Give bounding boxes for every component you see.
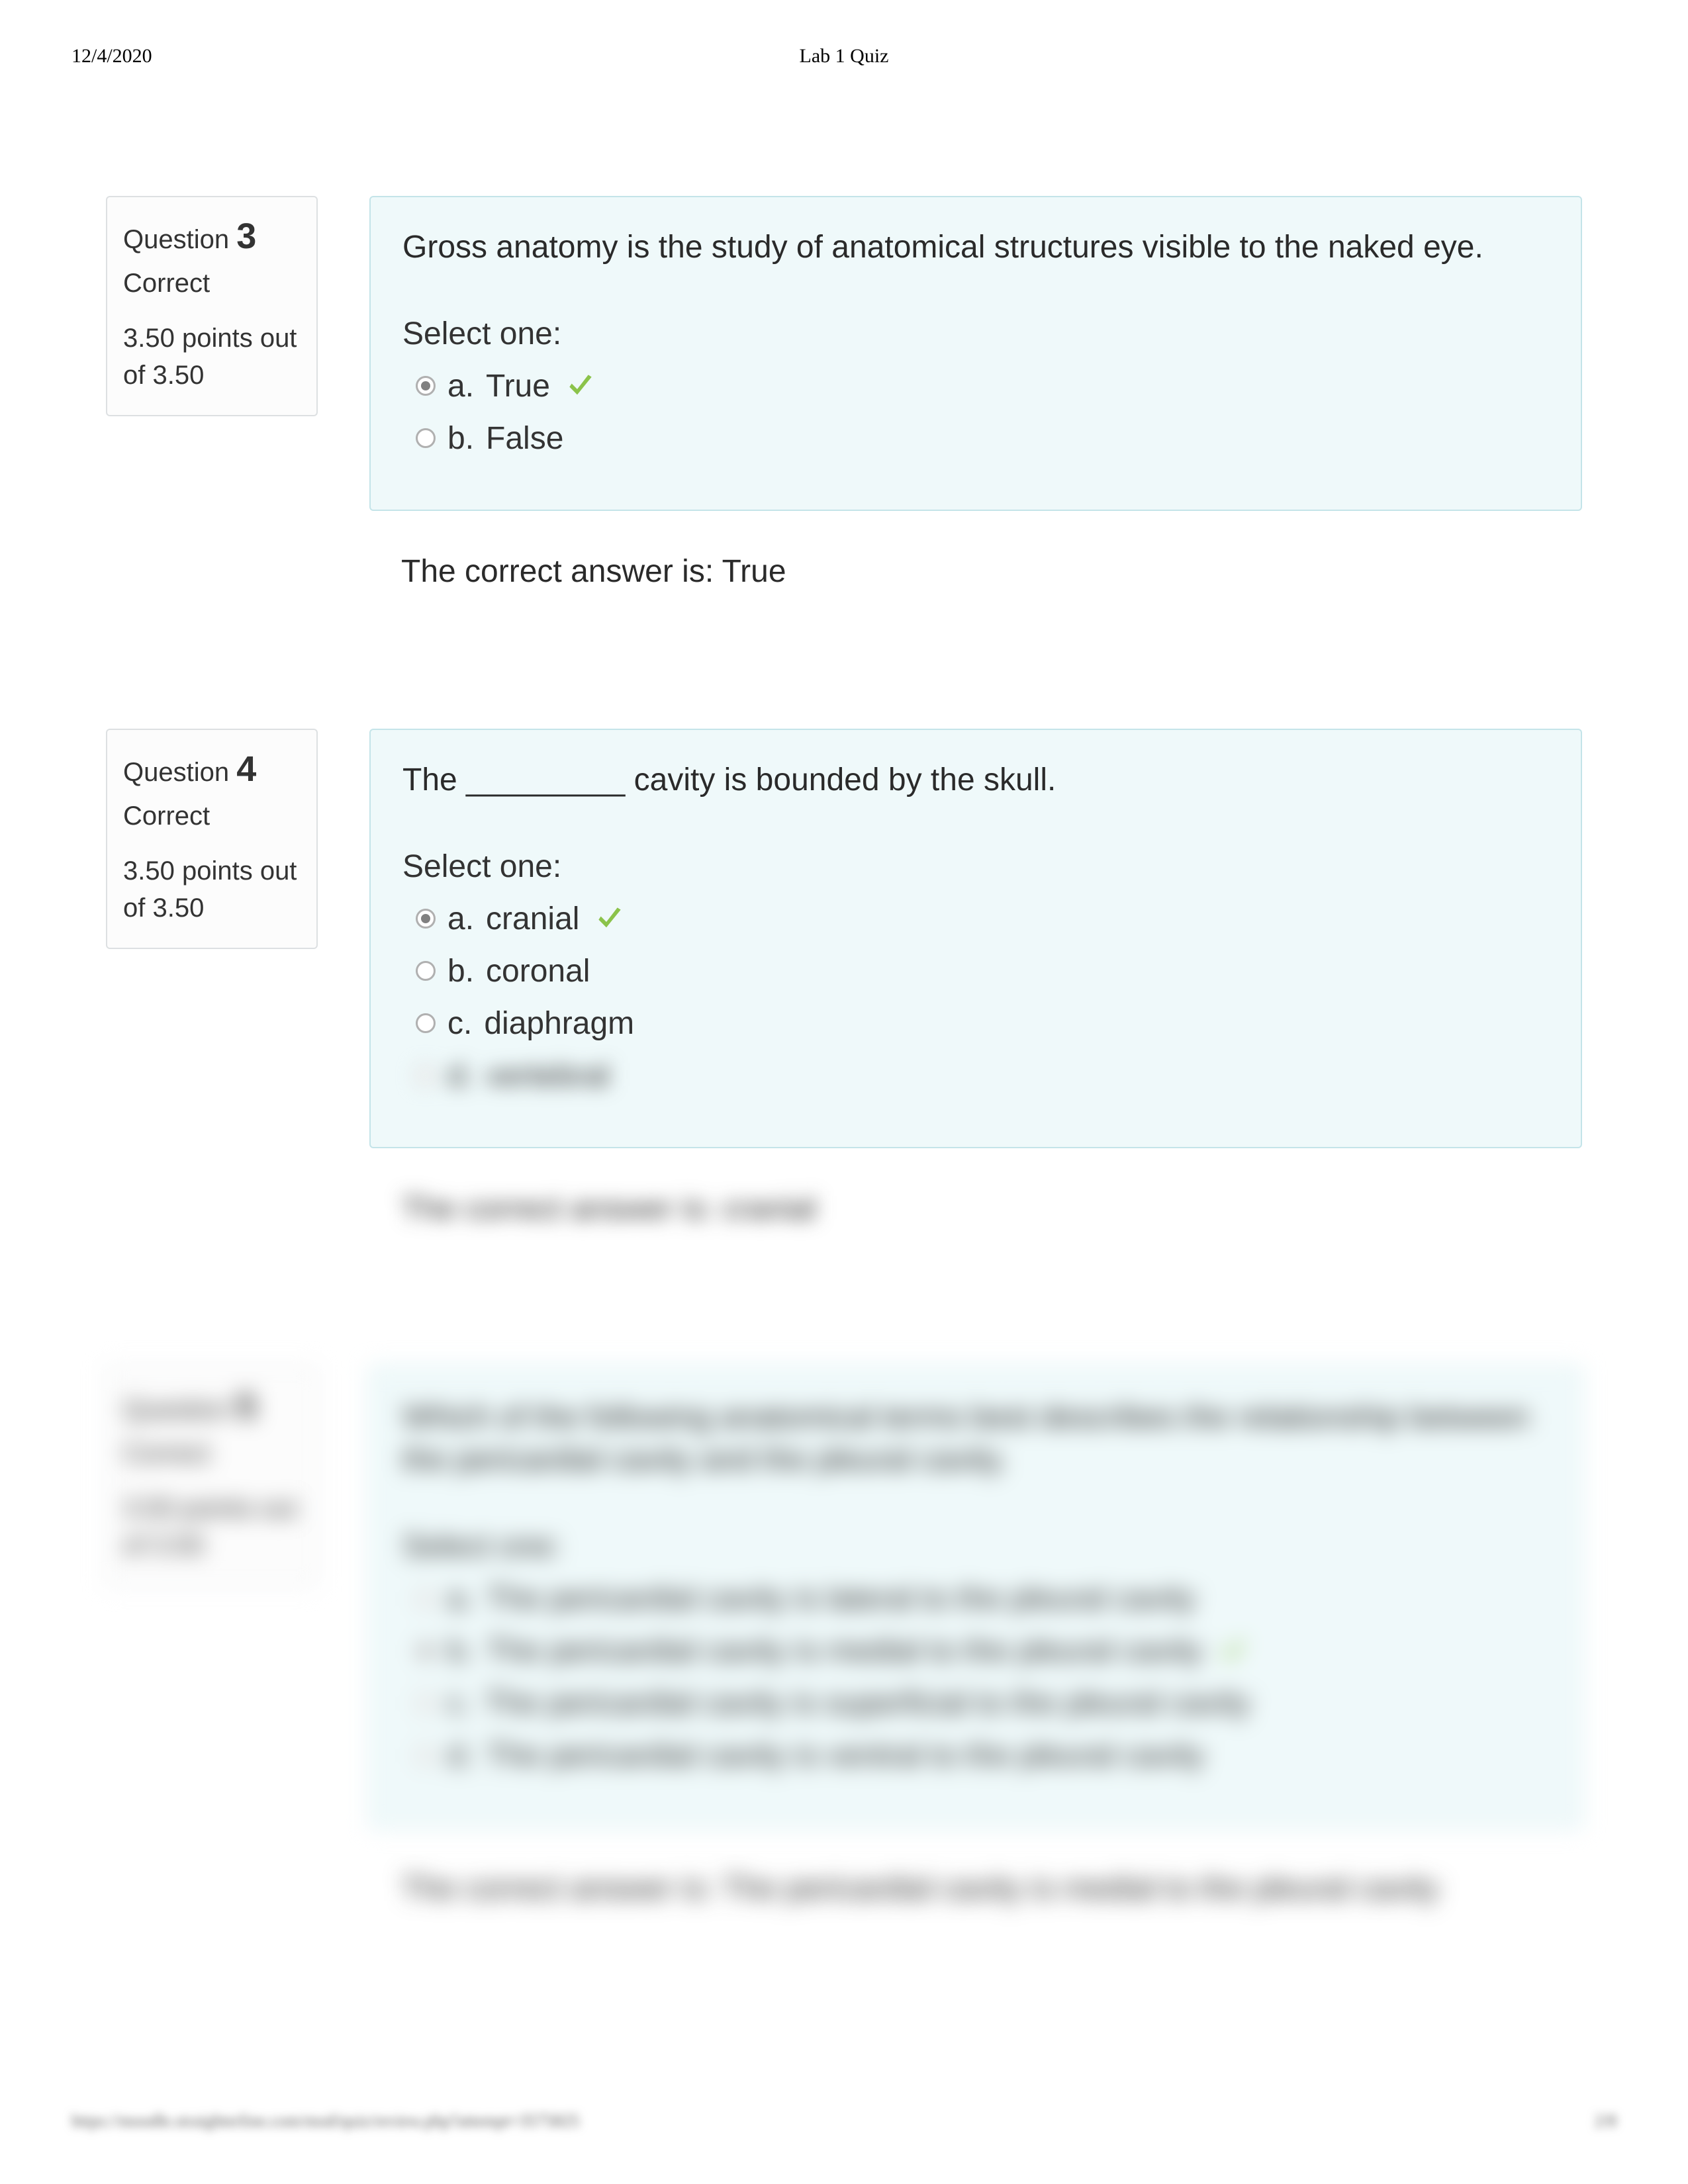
check-icon	[1220, 1638, 1246, 1664]
option-letter: b.	[447, 953, 474, 989]
radio-icon[interactable]	[416, 376, 436, 396]
question-state: Correct	[123, 1439, 301, 1469]
question-card: Which of the following anatomical terms …	[369, 1366, 1582, 1829]
quiz-content: Question 3 Correct 3.50 points out of 3.…	[106, 196, 1582, 2046]
question-number: 5	[236, 1387, 256, 1426]
print-footer: https://moodle.straighterline.com/mod/qu…	[71, 2111, 1617, 2131]
option-text: False	[486, 420, 563, 457]
option-letter: c.	[447, 1685, 472, 1721]
options-list: a. cranial b. coronal c. diap	[402, 901, 1549, 1094]
option-letter: d.	[447, 1058, 474, 1094]
option-row[interactable]: d. vertebral	[416, 1058, 1549, 1094]
correct-answer: The correct answer is: True	[369, 553, 1582, 590]
option-text: diaphragm	[484, 1005, 634, 1042]
check-icon	[596, 905, 623, 932]
question-body: The _________ cavity is bounded by the s…	[369, 729, 1582, 1227]
radio-icon[interactable]	[416, 909, 436, 929]
option-row[interactable]: c. diaphragm	[416, 1005, 1549, 1042]
radio-icon[interactable]	[416, 1066, 436, 1085]
option-letter: a.	[447, 368, 474, 404]
option-row[interactable]: a. True	[416, 368, 1549, 404]
question-state: Correct	[123, 269, 301, 298]
question-number: 3	[236, 216, 256, 256]
option-text: cranial	[486, 901, 579, 937]
question-info-card: Question 4 Correct 3.50 points out of 3.…	[106, 729, 318, 949]
question-info-card: Question 5 Correct 3.50 points out of 3.…	[106, 1366, 318, 1586]
question-points: 3.50 points out of 3.50	[123, 1490, 301, 1564]
option-letter: c.	[447, 1005, 472, 1042]
option-letter: b.	[447, 1633, 474, 1669]
check-icon	[567, 373, 594, 399]
radio-icon[interactable]	[416, 1641, 436, 1661]
option-row[interactable]: b. The pericardial cavity is medial to t…	[416, 1633, 1549, 1669]
print-title: Lab 1 Quiz	[0, 45, 1688, 68]
option-letter: b.	[447, 420, 474, 457]
footer-page: 2/8	[1595, 2111, 1617, 2131]
question-block: Question 3 Correct 3.50 points out of 3.…	[106, 196, 1582, 590]
option-text: The pericardial cavity is superficial to…	[484, 1685, 1250, 1721]
radio-icon[interactable]	[416, 428, 436, 448]
select-one-label: Select one:	[402, 316, 1549, 352]
radio-icon[interactable]	[416, 1013, 436, 1033]
option-row[interactable]: c. The pericardial cavity is superficial…	[416, 1685, 1549, 1721]
option-text: vertebral	[486, 1058, 610, 1094]
correct-answer: The correct answer is: cranial	[369, 1191, 1582, 1227]
option-letter: a.	[447, 1580, 474, 1617]
option-row[interactable]: d. The pericardial cavity is ventral to …	[416, 1737, 1549, 1774]
question-label: Question	[123, 758, 229, 787]
question-points: 3.50 points out of 3.50	[123, 320, 301, 394]
select-one-label: Select one:	[402, 1528, 1549, 1565]
option-letter: d.	[447, 1737, 474, 1774]
radio-icon[interactable]	[416, 1746, 436, 1766]
question-label: Question	[123, 225, 229, 254]
question-prompt: Which of the following anatomical terms …	[402, 1396, 1549, 1482]
correct-answer: The correct answer is: The pericardial c…	[369, 1870, 1582, 1907]
radio-icon[interactable]	[416, 961, 436, 981]
question-card: The _________ cavity is bounded by the s…	[369, 729, 1582, 1148]
question-prompt: Gross anatomy is the study of anatomical…	[402, 226, 1549, 269]
option-text: coronal	[486, 953, 590, 989]
question-body: Gross anatomy is the study of anatomical…	[369, 196, 1582, 590]
option-row[interactable]: a. cranial	[416, 901, 1549, 937]
option-letter: a.	[447, 901, 474, 937]
radio-icon[interactable]	[416, 1589, 436, 1609]
option-row[interactable]: b. coronal	[416, 953, 1549, 989]
question-points: 3.50 points out of 3.50	[123, 852, 301, 927]
options-list: a. True b. False	[402, 368, 1549, 457]
question-block: Question 5 Correct 3.50 points out of 3.…	[106, 1366, 1582, 1907]
option-text: The pericardial cavity is medial to the …	[486, 1633, 1203, 1669]
option-text: The pericardial cavity is lateral to the…	[486, 1580, 1196, 1617]
option-row[interactable]: a. The pericardial cavity is lateral to …	[416, 1580, 1549, 1617]
question-block: Question 4 Correct 3.50 points out of 3.…	[106, 729, 1582, 1227]
question-state: Correct	[123, 801, 301, 831]
option-row[interactable]: b. False	[416, 420, 1549, 457]
footer-url: https://moodle.straighterline.com/mod/qu…	[71, 2111, 580, 2131]
radio-icon[interactable]	[416, 1694, 436, 1713]
question-card: Gross anatomy is the study of anatomical…	[369, 196, 1582, 511]
select-one-label: Select one:	[402, 848, 1549, 885]
question-info-card: Question 3 Correct 3.50 points out of 3.…	[106, 196, 318, 416]
option-text: True	[486, 368, 550, 404]
question-number: 4	[236, 749, 256, 789]
question-label: Question	[123, 1395, 229, 1424]
question-body: Which of the following anatomical terms …	[369, 1366, 1582, 1907]
question-prompt: The _________ cavity is bounded by the s…	[402, 759, 1549, 802]
options-list: a. The pericardial cavity is lateral to …	[402, 1580, 1549, 1774]
option-text: The pericardial cavity is ventral to the…	[486, 1737, 1205, 1774]
